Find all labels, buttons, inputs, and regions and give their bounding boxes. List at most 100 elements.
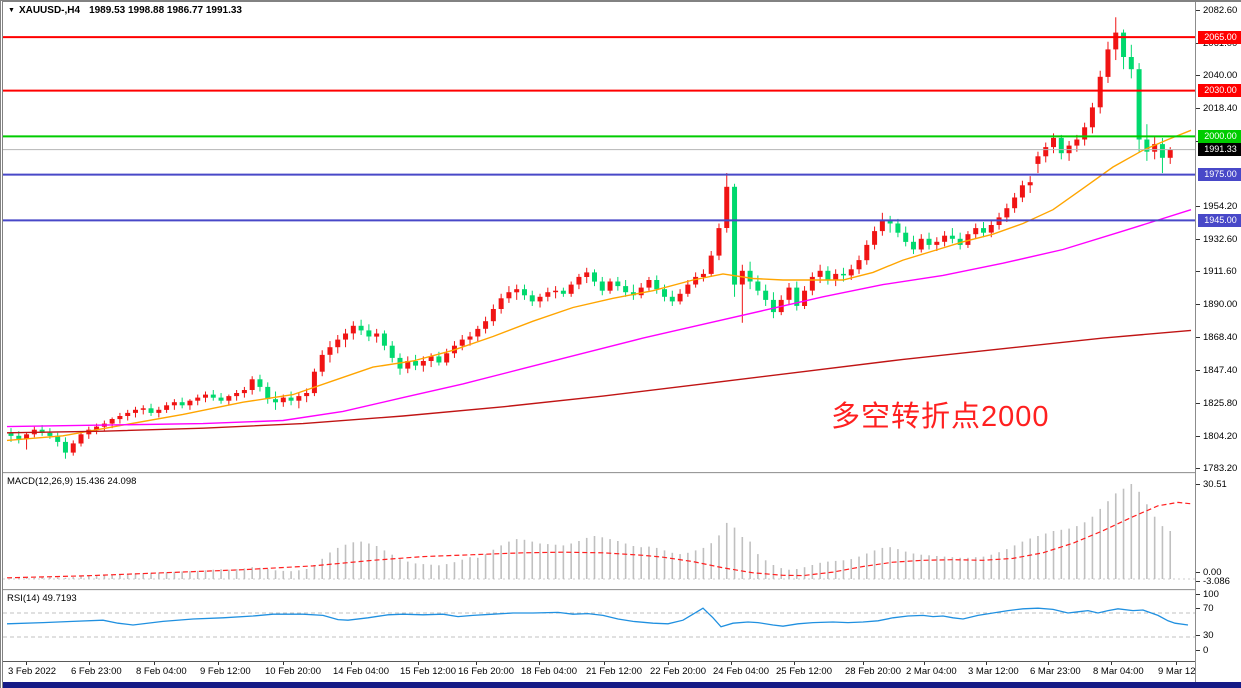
candle-body bbox=[646, 280, 652, 288]
candle-body bbox=[234, 393, 240, 397]
candle-body bbox=[273, 399, 279, 403]
candle-body bbox=[825, 270, 831, 280]
price-tick-mark bbox=[1196, 271, 1200, 272]
ma-slow-line bbox=[6, 329, 1192, 434]
candle-body bbox=[662, 289, 668, 297]
symbol-dropdown-icon[interactable]: ▼ bbox=[8, 7, 15, 14]
rsi-chart-canvas[interactable] bbox=[3, 591, 1195, 661]
candle-body bbox=[132, 409, 138, 413]
candle-body bbox=[94, 426, 100, 430]
candle-body bbox=[140, 408, 146, 410]
time-tick-mark bbox=[89, 662, 90, 665]
price-tick-mark bbox=[1196, 206, 1200, 207]
candle-body bbox=[1027, 182, 1033, 186]
pane-separator[interactable] bbox=[3, 589, 1241, 591]
price-tick-label: 1847.40 bbox=[1203, 365, 1238, 376]
candle-body bbox=[732, 186, 738, 285]
pane-separator[interactable] bbox=[3, 472, 1241, 474]
macd-chart-canvas[interactable] bbox=[3, 474, 1195, 589]
time-tick-mark bbox=[794, 662, 795, 665]
candle-body bbox=[241, 390, 247, 394]
time-tick-label: 2 Mar 04:00 bbox=[906, 666, 957, 677]
candle-body bbox=[864, 244, 870, 261]
candle-body bbox=[1012, 197, 1018, 209]
price-tick-label: 1954.20 bbox=[1203, 201, 1238, 212]
time-tick-mark bbox=[351, 662, 352, 665]
candle-body bbox=[109, 419, 115, 424]
candle-body bbox=[311, 371, 317, 394]
candle-body bbox=[374, 333, 380, 337]
candle-body bbox=[903, 232, 909, 242]
candle-body bbox=[981, 228, 986, 233]
price-tick-mark bbox=[1196, 10, 1200, 11]
time-tick-label: 16 Feb 20:00 bbox=[458, 666, 514, 677]
time-tick-mark bbox=[986, 662, 987, 665]
price-tick-label: 0 bbox=[1203, 645, 1209, 656]
candle-body bbox=[848, 269, 854, 276]
price-axis[interactable]: 2082.602061.002040.002018.401996.801954.… bbox=[1195, 2, 1241, 682]
candle-body bbox=[148, 408, 154, 413]
candle-body bbox=[218, 397, 224, 401]
candlestick-chart-canvas[interactable] bbox=[3, 2, 1195, 472]
candle-body bbox=[529, 295, 535, 302]
price-tick-mark bbox=[1196, 304, 1200, 305]
price-tick-mark bbox=[1196, 108, 1200, 109]
candle-body bbox=[1051, 137, 1057, 148]
time-tick-label: 14 Feb 04:00 bbox=[333, 666, 389, 677]
price-tick-mark bbox=[1196, 572, 1200, 573]
candle-body bbox=[39, 429, 45, 433]
candle-body bbox=[1004, 208, 1010, 218]
candle-body bbox=[1128, 57, 1134, 70]
candle-body bbox=[203, 394, 208, 398]
time-tick-label: 3 Mar 12:00 bbox=[968, 666, 1019, 677]
candle-body bbox=[467, 336, 473, 340]
candle-body bbox=[125, 412, 131, 416]
candle-body bbox=[280, 397, 286, 403]
candle-body bbox=[319, 354, 325, 372]
time-tick-label: 9 Mar 12:00 bbox=[1158, 666, 1209, 677]
candle-body bbox=[910, 241, 916, 250]
price-level-badge: 2030.00 bbox=[1198, 84, 1241, 97]
candle-body bbox=[677, 293, 683, 302]
candle-body bbox=[833, 273, 839, 280]
window-bottom-strip bbox=[3, 682, 1241, 688]
candle-body bbox=[918, 238, 924, 250]
price-tick-label: 1868.40 bbox=[1203, 332, 1238, 343]
candle-body bbox=[553, 290, 559, 293]
price-level-badge: 1945.00 bbox=[1198, 214, 1241, 227]
time-tick-label: 6 Feb 23:00 bbox=[71, 666, 122, 677]
time-tick-mark bbox=[1048, 662, 1049, 665]
time-tick-label: 10 Feb 20:00 bbox=[265, 666, 321, 677]
price-tick-label: 70 bbox=[1203, 603, 1214, 614]
price-level-badge: 1975.00 bbox=[1198, 168, 1241, 181]
time-axis[interactable]: 3 Feb 2022 6 Feb 23:00 8 Feb 04:00 9 Feb 12… bbox=[3, 662, 1241, 682]
candle-body bbox=[389, 345, 395, 358]
price-tick-label: 1932.60 bbox=[1203, 234, 1238, 245]
candle-body bbox=[599, 281, 605, 291]
candle-body bbox=[739, 270, 745, 285]
candle-body bbox=[62, 441, 68, 453]
candle-body bbox=[560, 290, 566, 294]
candle-body bbox=[506, 292, 512, 299]
time-tick-mark bbox=[668, 662, 669, 665]
candle-body bbox=[265, 386, 271, 400]
candle-body bbox=[420, 361, 426, 366]
candle-body bbox=[973, 228, 979, 235]
macd-pane: MACD(12,26,9) 15.436 24.098 bbox=[3, 474, 1195, 589]
candle-body bbox=[1074, 139, 1080, 146]
candle-body bbox=[934, 241, 940, 245]
candlestick-series bbox=[8, 17, 1173, 459]
time-tick-label: 3 Feb 2022 bbox=[8, 666, 57, 677]
time-tick-label: 21 Feb 12:00 bbox=[586, 666, 642, 677]
main-chart-pane: ▼ XAUUSD-,H4 1989.53 1998.88 1986.77 1991.… bbox=[3, 2, 1195, 472]
candle-body bbox=[1089, 107, 1095, 128]
price-level-badge: 2065.00 bbox=[1198, 31, 1241, 44]
time-tick-label: 9 Feb 12:00 bbox=[200, 666, 251, 677]
candle-body bbox=[335, 339, 341, 348]
candle-body bbox=[187, 400, 193, 406]
candle-body bbox=[436, 356, 442, 363]
candle-body bbox=[592, 272, 597, 282]
price-tick-label: 1911.60 bbox=[1203, 266, 1237, 277]
time-tick-mark bbox=[924, 662, 925, 665]
time-tick-label: 8 Feb 04:00 bbox=[136, 666, 187, 677]
